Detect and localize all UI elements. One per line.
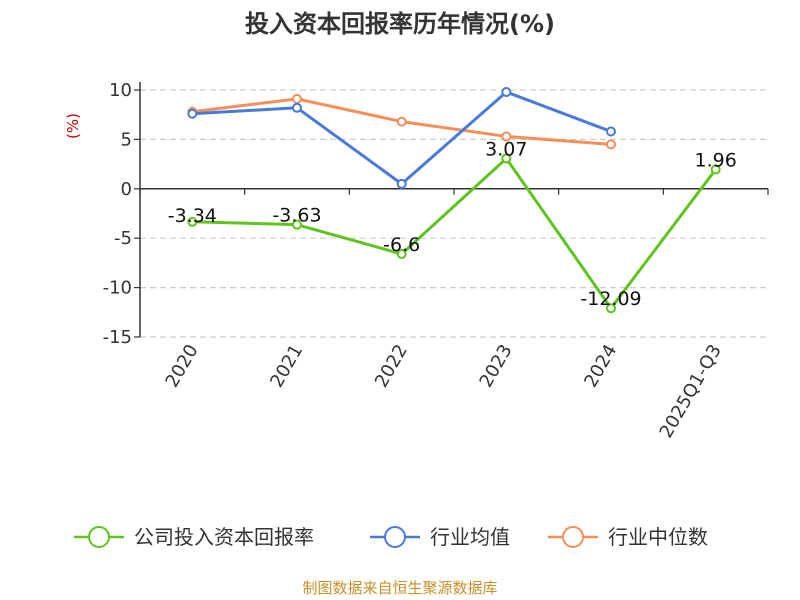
series-point	[501, 131, 512, 142]
series-point	[292, 102, 302, 113]
x-tick-label: 2025Q1-Q3	[656, 341, 726, 442]
y-tick-label: -15	[103, 327, 132, 348]
y-tick-label: -10	[103, 278, 132, 299]
series-line	[192, 156, 717, 310]
legend-marker	[88, 526, 110, 548]
series-point	[292, 219, 302, 230]
series-point	[501, 86, 512, 97]
legend-label: 行业中位数	[608, 525, 708, 549]
x-tick-label: 2023	[476, 341, 517, 391]
series-point	[396, 249, 407, 260]
data-label: -3.34	[168, 205, 217, 227]
series-line	[192, 90, 612, 186]
series-point	[710, 164, 721, 175]
source-note: 制图数据来自恒生聚源数据库	[302, 579, 497, 597]
series-point	[292, 93, 302, 104]
series-point	[187, 216, 198, 227]
data-label: 3.07	[485, 138, 527, 160]
series-group	[187, 86, 721, 314]
x-axis-ticks: 2020 2021 2022 2023 2024 2025Q1-Q3	[162, 341, 726, 442]
legend-marker	[384, 526, 406, 548]
chart-title: 投入资本回报率历年情况(%)	[245, 10, 555, 38]
x-tick-label: 2020	[162, 341, 203, 391]
series-point	[501, 153, 512, 164]
x-tick-label: 2024	[580, 341, 621, 391]
grid-lines	[140, 89, 768, 338]
data-label: 1.96	[695, 149, 737, 171]
data-label: -12.09	[580, 288, 641, 310]
series-point	[396, 178, 407, 189]
data-label: -3.63	[272, 205, 321, 227]
series-point	[606, 126, 616, 137]
series-point	[396, 116, 407, 127]
legend-label: 公司投入资本回报率	[134, 525, 314, 549]
series-point	[606, 139, 616, 150]
axes	[134, 82, 769, 338]
y-axis-ticks: 10 5 0 -5 -10 -15	[103, 80, 132, 348]
y-tick-label: 5	[121, 129, 132, 150]
x-tick-label: 2022	[371, 341, 412, 391]
legend-label: 行业均值	[430, 525, 510, 549]
x-tick-label: 2021	[266, 341, 307, 391]
series-point	[606, 303, 616, 314]
legend-marker	[562, 526, 584, 548]
series-point	[187, 108, 198, 119]
y-axis-unit-label: (%)	[64, 113, 82, 139]
data-label: -6.6	[383, 234, 420, 256]
data-labels: -3.34 -3.63 -6.6 3.07 -12.09 1.96	[168, 138, 737, 310]
y-tick-label: 10	[109, 80, 132, 101]
y-tick-label: 0	[121, 179, 132, 200]
legend: 公司投入资本回报率 行业均值 行业中位数	[74, 525, 708, 549]
y-tick-label: -5	[114, 228, 132, 249]
